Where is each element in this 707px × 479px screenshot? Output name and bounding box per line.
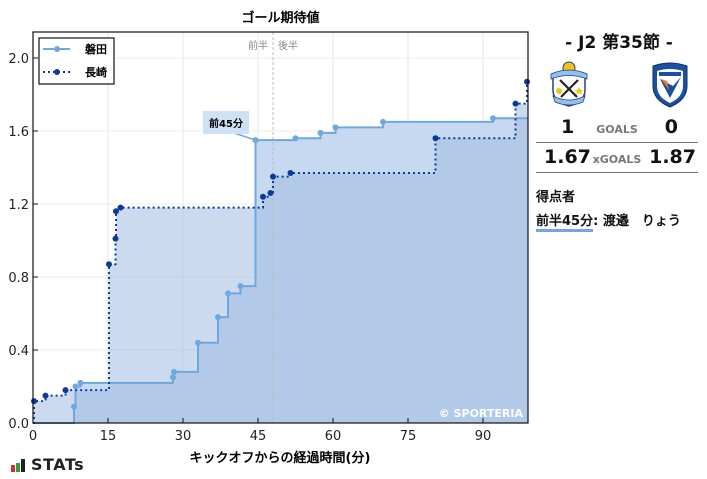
goal-annotation-box [203,111,249,134]
away-xg-line [33,80,528,424]
x-tick-label: 15 [100,429,117,444]
home-shot-marker [292,135,299,142]
legend-away-marker-icon [54,69,60,75]
scorer-time: 前半45分 [536,214,594,232]
scorer-separator: : [593,214,599,229]
goals-row: 1 GOALS 0 [536,116,698,143]
x-tick-label: 0 [29,429,37,444]
y-tick-label: 1.6 [8,125,29,140]
stats-logo-text: STATs [31,455,85,474]
y-tick-label: 2.0 [8,52,29,67]
away-shot-marker [512,100,519,107]
away-shot-marker [432,135,439,142]
legend-away-label: 長崎 [85,65,107,79]
away-shot-marker [62,387,69,394]
second-half-label: 後半 [278,39,298,52]
away-shot-marker [267,190,274,197]
legend-home-label: 磐田 [85,42,107,56]
home-shot-marker [490,115,496,122]
away-shot-marker [112,235,119,242]
away-area [33,81,528,423]
x-tick-label: 60 [325,429,342,444]
watermark: © SPORTERIA [439,407,524,420]
stats-logo: STATs [11,455,85,474]
away-shot-marker [117,204,124,211]
xgoals-label: xGOALS [592,153,642,166]
goals-label: GOALS [596,123,638,136]
x-tick-label: 30 [175,429,192,444]
scorer-player: 渡邉 りょう [602,214,681,229]
home-shot-marker [77,379,84,386]
round-title: - J2 第35節 - [565,33,673,53]
home-shot-marker [380,118,386,125]
home-crest-icon [550,61,588,107]
away-crest-icon [652,62,688,108]
stats-logo-icon [11,459,25,472]
x-axis-label: キックオフからの経過時間(分) [190,450,371,466]
scorers-title: 得点者 [536,190,576,205]
away-shot-marker [106,261,112,268]
home-shot-marker [170,374,176,381]
home-shot-marker [72,383,79,390]
plot-frame [32,31,529,424]
match-summary-panel: - J2 第35節 - 1 GOALS 0 1.67 xGOALS 1.87 得… [534,0,707,479]
chart-title: ゴール期待値 [241,10,319,26]
x-tick-label: 75 [400,429,417,444]
first-half-label: 前半 [248,39,268,52]
y-tick-label: 0.4 [8,344,29,359]
home-shot-marker [237,283,244,290]
y-tick-label: 0.0 [8,417,29,432]
home-shot-marker [332,124,339,131]
away-goals: 0 [664,116,678,138]
away-shot-marker [31,398,37,405]
x-tick-label: 45 [250,429,267,444]
away-shot-marker [113,208,119,215]
away-shot-marker [260,193,266,200]
away-shot-marker [524,78,530,85]
away-shot-marker [270,173,276,180]
goal-annotation-label: 前45分 [209,117,243,130]
away-shot-marker [42,392,49,399]
scorer-item: 前半45分: 渡邉 りょう [536,210,681,232]
xgoals-row: 1.67 xGOALS 1.87 [536,146,698,173]
legend-home-marker-icon [54,46,60,52]
home-shot-marker [225,290,231,297]
home-shot-marker [71,403,77,410]
home-xgoals: 1.67 [544,146,591,168]
y-tick-label: 1.2 [8,198,29,213]
home-shot-marker [215,314,221,321]
y-tick-label: 0.8 [8,271,29,286]
home-area-overlay [33,118,528,423]
away-shot-marker [287,169,294,176]
home-shot-marker [171,368,177,375]
home-shot-marker [317,129,324,136]
away-xgoals: 1.87 [649,146,696,168]
x-tick-label: 90 [475,429,492,444]
home-shot-marker [195,339,201,346]
home-goals: 1 [561,116,575,138]
